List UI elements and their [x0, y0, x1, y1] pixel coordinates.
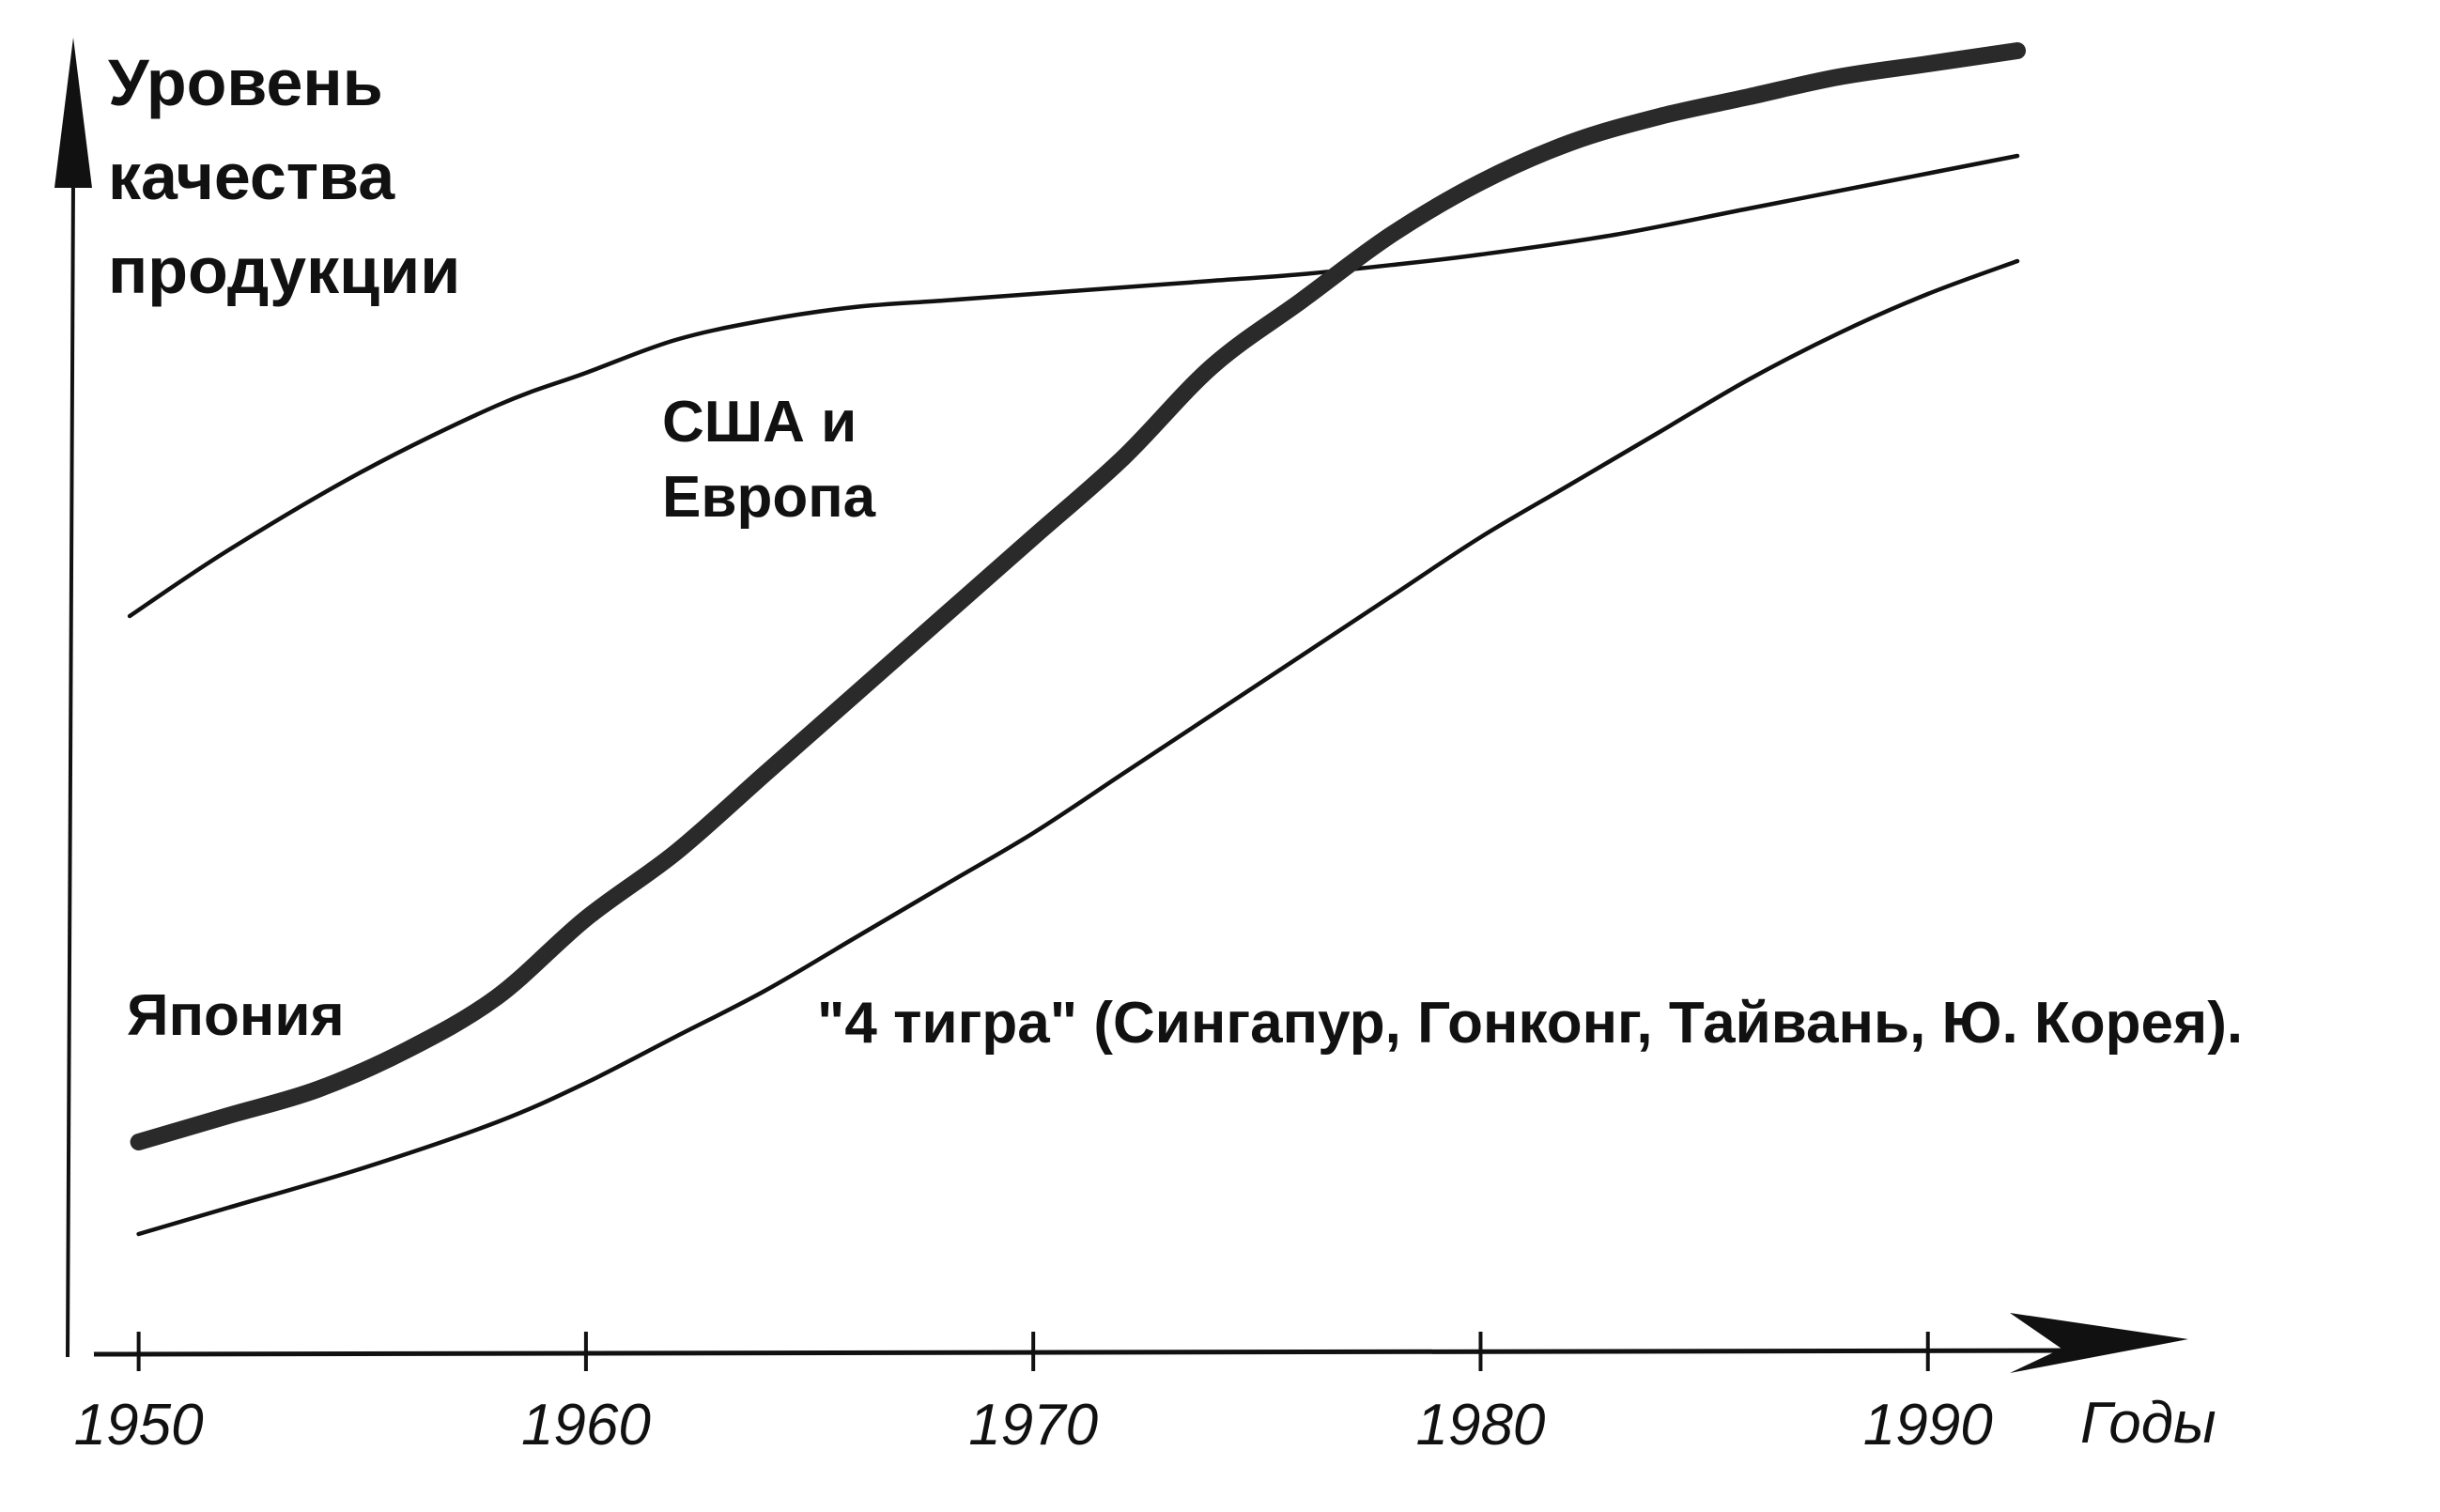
- series-label-four-tigers: "4 тигра" (Сингапур, Гонконг, Тайвань, Ю…: [817, 991, 2243, 1056]
- x-axis-title: Годы: [2080, 1391, 2216, 1456]
- y-axis-title-line: продукции: [108, 234, 460, 307]
- x-ticks: 1950 1960 1970 1980 1990: [74, 1332, 1993, 1458]
- y-axis-title-line: Уровень: [108, 46, 383, 119]
- y-axis-title-line: качества: [108, 140, 395, 213]
- series-line-four-tigers: [136, 258, 2020, 1237]
- x-tick-label: 1970: [968, 1393, 1098, 1458]
- series-lines: [127, 42, 2026, 1237]
- y-axis-title: Уровень качества продукции: [108, 46, 460, 307]
- y-axis: [66, 177, 75, 1358]
- series-line-japan: [130, 42, 2026, 1150]
- x-axis-arrow: [2010, 1313, 2188, 1373]
- series-label-japan: Япония: [127, 983, 345, 1048]
- x-axis: [93, 1348, 2086, 1357]
- x-tick-label: 1980: [1415, 1393, 1545, 1458]
- series-label-usa-europe: США и Европа: [662, 390, 876, 530]
- series-label-line: США и: [662, 390, 857, 455]
- series-label-line: Европа: [662, 465, 876, 530]
- x-tick-label: 1960: [521, 1393, 651, 1458]
- x-tick-label: 1990: [1863, 1393, 1993, 1458]
- x-tick-label: 1950: [74, 1393, 204, 1458]
- series-line-usa-europe: [127, 153, 2020, 619]
- y-axis-arrow: [54, 38, 92, 188]
